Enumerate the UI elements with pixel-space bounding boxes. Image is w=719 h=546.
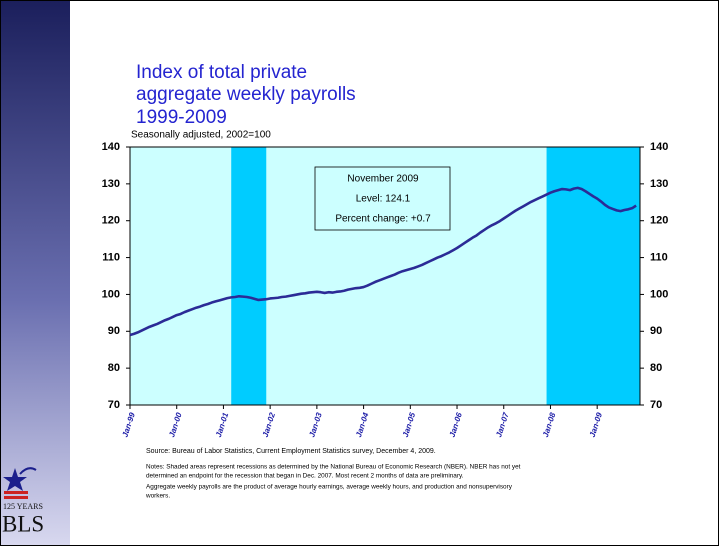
annotation-text: November 2009	[347, 174, 419, 185]
recession-band	[231, 147, 267, 405]
y2-tick-label: 70	[650, 399, 662, 411]
data-line	[129, 186, 637, 337]
y2-tick-label: 90	[650, 325, 662, 337]
logo-swoosh	[19, 467, 37, 475]
y2-tick-label: 120	[650, 215, 668, 227]
y2-tick-label: 100	[650, 288, 668, 300]
chart-title: 1999-2009	[136, 107, 227, 128]
notes: Notes: Shaded areas represent recessions…	[146, 464, 521, 471]
y-tick-label: 100	[102, 288, 120, 300]
logo-stripe	[4, 491, 28, 494]
logo-name: BLS	[2, 511, 44, 536]
logo-years: 125 YEARS	[3, 502, 43, 511]
logo: 125 YEARS BLS	[2, 467, 44, 536]
plot-border	[129, 146, 641, 406]
y-tick-label: 70	[108, 399, 120, 411]
y-tick-label: 120	[102, 215, 120, 227]
y-tick-label: 80	[108, 362, 120, 374]
sidebar	[1, 1, 70, 545]
y2-tick-label: 140	[650, 141, 668, 153]
y2-tick-label: 110	[650, 251, 668, 263]
notes: determined an endpoint for the recession…	[146, 473, 464, 480]
y-tick-label: 90	[108, 325, 120, 337]
y-tick-label: 140	[102, 141, 120, 153]
annotation-box	[314, 166, 451, 231]
chart-title: Index of total private	[136, 62, 307, 83]
chart-title: aggregate weekly payrolls	[136, 84, 356, 105]
source-note: Source: Bureau of Labor Statistics, Curr…	[146, 448, 436, 455]
y-tick-label: 130	[102, 178, 120, 190]
y-tick-label: 110	[102, 251, 120, 263]
y2-tick-label: 80	[650, 362, 662, 374]
logo-star	[3, 468, 27, 491]
notes: Aggregate weekly payrolls are the produc…	[146, 484, 513, 491]
notes: workers.	[145, 493, 170, 500]
annotation-text: Level: 124.1	[356, 194, 411, 205]
logo-stripe	[4, 496, 28, 499]
annotation-text: Percent change: +0.7	[335, 214, 431, 225]
recession-band	[546, 147, 640, 405]
y2-tick-label: 130	[650, 178, 668, 190]
chart-subtitle: Seasonally adjusted, 2002=100	[131, 130, 271, 141]
